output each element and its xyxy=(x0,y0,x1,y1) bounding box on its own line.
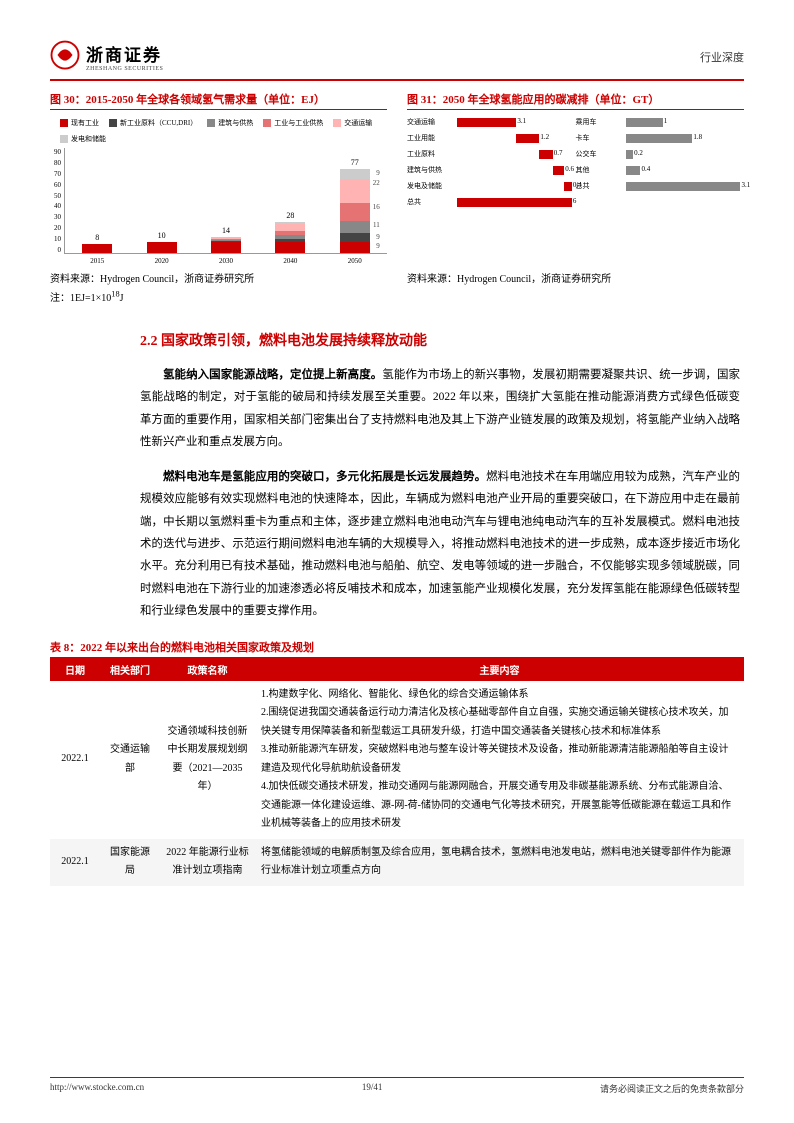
footer-url: http://www.stocke.com.cn xyxy=(50,1082,144,1095)
company-logo-icon xyxy=(50,40,80,73)
page-footer: http://www.stocke.com.cn 19/41 请务必阅读正文之后… xyxy=(50,1077,744,1095)
page-header: 浙商证券 ZHESHANG SECURITIES 行业深度 xyxy=(50,40,744,81)
header-category: 行业深度 xyxy=(700,49,744,65)
chart30-note: 注：1EJ=1×1018J xyxy=(50,289,744,304)
chart31-right: 乘用车1卡车1.8公交车0.2其他0.4总共3.1 xyxy=(576,114,745,264)
table8-title: 表 8：2022 年以来出台的燃料电池相关国家政策及规划 xyxy=(50,639,744,658)
logo: 浙商证券 ZHESHANG SECURITIES xyxy=(50,40,163,73)
section-2-2-title: 2.2 国家政策引领，燃料电池发展持续释放动能 xyxy=(140,330,744,350)
chart31-source: 资料来源：Hydrogen Council，浙商证券研究所 xyxy=(407,270,744,285)
table8: 日期相关部门政策名称主要内容 2022.1交通运输部交通领域科技创新中长期发展规… xyxy=(50,658,744,886)
chart30: 现有工业新工业原料（CCU,DRI）建筑与供热工业与工业供热交通运输发电和储能 … xyxy=(50,114,387,264)
chart30-source: 资料来源：Hydrogen Council，浙商证券研究所 xyxy=(50,270,387,285)
chart30-yaxis: 9080706050403020100 xyxy=(54,148,64,264)
chart30-legend: 现有工业新工业原料（CCU,DRI）建筑与供热工业与工业供热交通运输发电和储能 xyxy=(50,114,387,148)
chart30-bars: 82015102020142030282040779911162292050 xyxy=(64,148,387,254)
chart31-title: 图 31：2050 年全球氢能应用的碳减排（单位：GT） xyxy=(407,91,744,110)
paragraph-1: 氢能纳入国家能源战略，定位提上新高度。氢能作为市场上的新兴事物，发展初期需要凝聚… xyxy=(140,364,740,454)
chart30-title: 图 30：2015-2050 年全球各领域氢气需求量（单位：EJ） xyxy=(50,91,387,110)
footer-disclaimer: 请务必阅读正文之后的免责条款部分 xyxy=(600,1082,744,1095)
footer-page: 19/41 xyxy=(362,1082,383,1095)
paragraph-2: 燃料电池车是氢能应用的突破口，多元化拓展是长远发展趋势。燃料电池技术在车用端应用… xyxy=(140,466,740,623)
logo-en: ZHESHANG SECURITIES xyxy=(86,66,163,72)
chart31-left: 交通运输3.1工业用能1.2工业原料0.7建筑与供热0.6发电及储能0.4总共6 xyxy=(407,114,576,264)
logo-cn: 浙商证券 xyxy=(86,41,163,66)
chart31: 交通运输3.1工业用能1.2工业原料0.7建筑与供热0.6发电及储能0.4总共6… xyxy=(407,114,744,264)
